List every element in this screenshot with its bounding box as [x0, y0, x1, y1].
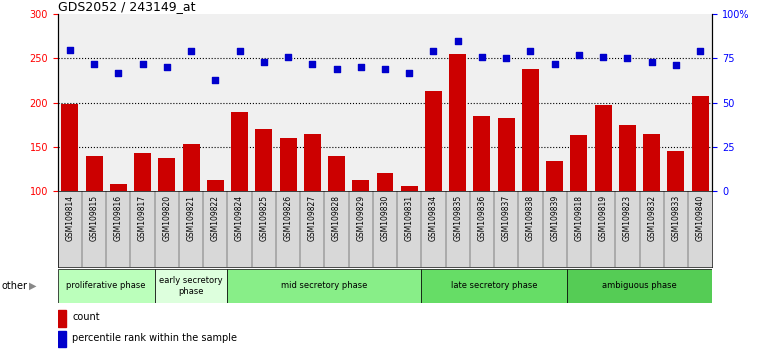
Text: late secretory phase: late secretory phase [450, 281, 537, 290]
Text: GSM109817: GSM109817 [138, 195, 147, 241]
Text: GSM109824: GSM109824 [235, 195, 244, 241]
Point [621, 56, 634, 61]
Text: early secretory
phase: early secretory phase [159, 276, 223, 296]
Point [185, 48, 197, 54]
Text: GSM109828: GSM109828 [332, 195, 341, 241]
Point [524, 48, 537, 54]
Bar [256, 129, 273, 191]
Point [451, 38, 464, 44]
Point [282, 54, 294, 59]
Bar [691, 96, 708, 191]
Point [355, 64, 367, 70]
Text: other: other [2, 281, 28, 291]
Point [670, 63, 682, 68]
Text: percentile rank within the sample: percentile rank within the sample [72, 332, 237, 343]
Bar [134, 153, 151, 191]
Bar [110, 184, 127, 191]
Point [476, 54, 488, 59]
Point [258, 59, 270, 65]
Text: GSM109832: GSM109832 [647, 195, 656, 241]
Bar [280, 138, 296, 191]
Text: GSM109814: GSM109814 [65, 195, 75, 241]
Text: GSM109822: GSM109822 [211, 195, 219, 241]
Text: GSM109830: GSM109830 [380, 195, 390, 241]
Bar [425, 91, 442, 191]
Point [209, 77, 222, 82]
Bar [522, 69, 539, 191]
Bar [421, 269, 567, 303]
Bar [58, 331, 66, 347]
Text: GSM109816: GSM109816 [114, 195, 123, 241]
Point [112, 70, 125, 75]
Bar [231, 112, 248, 191]
Bar [62, 104, 79, 191]
Text: proliferative phase: proliferative phase [66, 281, 146, 290]
Bar [182, 144, 199, 191]
Bar [546, 161, 563, 191]
Bar [497, 118, 514, 191]
Text: GSM109827: GSM109827 [308, 195, 316, 241]
Text: GSM109831: GSM109831 [405, 195, 413, 241]
Point [597, 54, 609, 59]
Bar [567, 269, 712, 303]
Bar [58, 269, 155, 303]
Bar [304, 133, 321, 191]
Bar [400, 186, 417, 191]
Point [500, 56, 512, 61]
Point [403, 70, 415, 75]
Bar [594, 105, 611, 191]
Text: GSM109818: GSM109818 [574, 195, 584, 241]
Text: GSM109826: GSM109826 [283, 195, 293, 241]
Point [694, 48, 706, 54]
Text: GSM109840: GSM109840 [695, 195, 705, 241]
Point [330, 66, 343, 72]
Text: GSM109829: GSM109829 [357, 195, 365, 241]
Point [64, 47, 76, 52]
Bar [643, 133, 660, 191]
Point [548, 61, 561, 67]
Bar [85, 156, 102, 191]
Text: mid secretory phase: mid secretory phase [281, 281, 367, 290]
Bar [227, 269, 421, 303]
Text: GSM109833: GSM109833 [671, 195, 681, 241]
Point [645, 59, 658, 65]
Bar [571, 135, 588, 191]
Text: GSM109836: GSM109836 [477, 195, 487, 241]
Text: GSM109838: GSM109838 [526, 195, 535, 241]
Point [161, 64, 173, 70]
Bar [449, 54, 466, 191]
Text: ▶: ▶ [29, 281, 37, 291]
Text: GSM109825: GSM109825 [259, 195, 268, 241]
Bar [353, 180, 370, 191]
Point [88, 61, 100, 67]
Bar [328, 156, 345, 191]
Text: ambiguous phase: ambiguous phase [602, 281, 677, 290]
Point [427, 48, 440, 54]
Text: GSM109823: GSM109823 [623, 195, 632, 241]
Text: GSM109839: GSM109839 [551, 195, 559, 241]
Point [233, 48, 246, 54]
Bar [159, 158, 176, 191]
Text: GSM109821: GSM109821 [186, 195, 196, 241]
Text: GSM109815: GSM109815 [89, 195, 99, 241]
Point [306, 61, 319, 67]
Text: GSM109819: GSM109819 [598, 195, 608, 241]
Bar [155, 269, 227, 303]
Text: count: count [72, 312, 100, 322]
Point [136, 61, 149, 67]
Text: GSM109834: GSM109834 [429, 195, 438, 241]
Bar [58, 310, 66, 326]
Text: GSM109835: GSM109835 [454, 195, 462, 241]
Point [379, 66, 391, 72]
Bar [474, 116, 490, 191]
Bar [668, 152, 685, 191]
Point [573, 52, 585, 58]
Text: GSM109837: GSM109837 [502, 195, 511, 241]
Text: GSM109820: GSM109820 [162, 195, 172, 241]
Bar [619, 125, 636, 191]
Bar [377, 173, 393, 191]
Bar [207, 180, 224, 191]
Text: GDS2052 / 243149_at: GDS2052 / 243149_at [58, 0, 196, 13]
